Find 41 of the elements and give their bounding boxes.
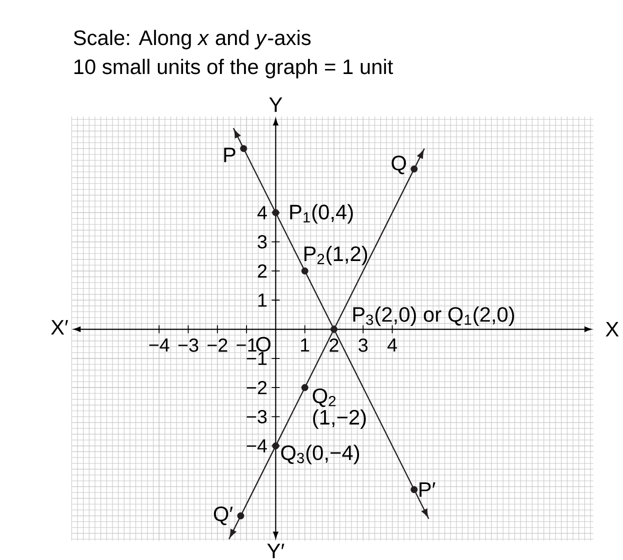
x-tick-label: 1 [301,338,310,352]
point [410,486,418,494]
y-axis-title: Y [269,98,282,112]
y-tick-label: −1 [246,352,267,365]
x-tick-label: −2 [208,338,228,352]
point [272,442,280,450]
point [301,384,308,392]
annotation: P$_{1}$(0,4) [290,204,353,224]
y-tick-label: 1 [258,294,267,307]
text: X′ [51,320,68,334]
x-tick-label: 2 [330,338,338,352]
y-tick-label: −3 [246,410,267,424]
y-tick-label: −2 [246,380,267,394]
point [301,267,308,274]
annotation: O [256,336,270,352]
point [410,165,418,172]
chart-subtitle: 10 small units of the graph = 1 unit [74,58,394,78]
point [272,209,280,216]
annotation: Q′ [214,506,233,526]
x-tick-label: −1 [236,338,256,352]
x-tick-label: 3 [358,338,368,352]
annotation: Q [392,156,406,174]
annotation: P [224,148,236,162]
text: Y′ [267,544,284,558]
x-tick-label: −3 [178,338,198,352]
annotation: P$_{2}$(1,2) [304,246,368,266]
chart-title: Scale: Along x and y-axis [74,30,311,50]
x-axis-title: X [606,322,619,336]
y-tick-label: −4 [246,439,267,452]
y-tick-label: 3 [258,235,267,249]
annotation: P$_{3}$(2,0) or Q$_{1}$(2,0) [353,306,514,326]
y-tick-label: 4 [257,206,267,220]
x-tick-label: −4 [149,338,170,352]
annotation: Q$_{3}$(0,−4) [281,444,360,464]
point [237,512,244,520]
point [240,145,248,152]
y-tick-label: 2 [258,264,267,278]
annotation: Q$_{2}$ (1,−2) [312,388,366,429]
x-tick-label: 4 [387,338,397,352]
point [330,326,338,333]
annotation: P′ [420,482,436,497]
